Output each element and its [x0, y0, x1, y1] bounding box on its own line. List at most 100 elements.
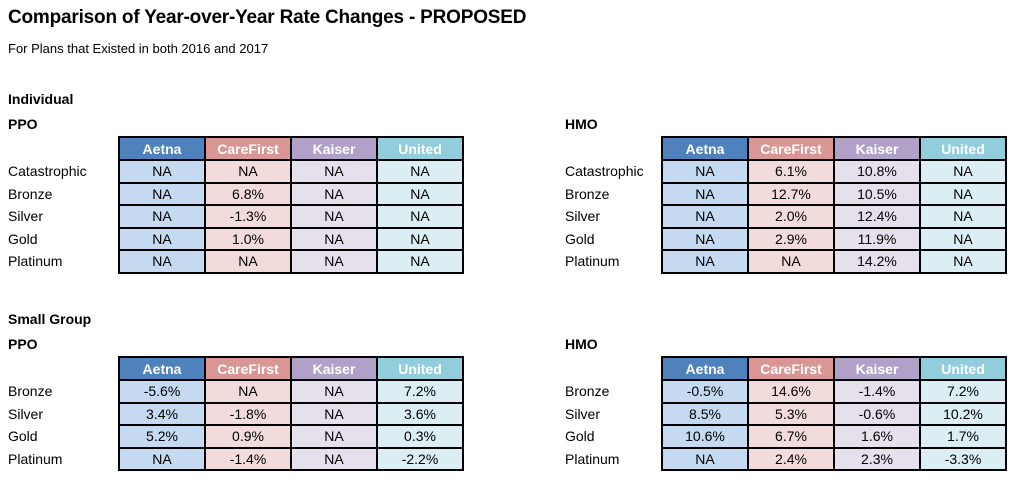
- rate-cell: NA: [204, 249, 292, 274]
- column-header-carefirst: CareFirst: [204, 136, 292, 161]
- rate-cell: 2.0%: [747, 204, 835, 229]
- rate-cell: 10.6%: [661, 424, 749, 449]
- rate-cell: NA: [919, 204, 1007, 229]
- rate-cell: 14.2%: [833, 249, 921, 274]
- rate-cell: NA: [661, 446, 749, 471]
- rate-cell: NA: [290, 226, 378, 251]
- column-header-aetna: Aetna: [661, 356, 749, 381]
- rate-table: Aetna CareFirst Kaiser United Bronze -0.5% 14.…: [565, 356, 1007, 471]
- rate-cell: NA: [376, 181, 464, 206]
- rate-cell: NA: [919, 226, 1007, 251]
- rate-cell: NA: [290, 181, 378, 206]
- table-row: Catastrophic NA NA NA NA: [8, 159, 464, 184]
- type-label-individual-ppo: PPO: [8, 116, 38, 132]
- row-label: Gold: [8, 227, 119, 250]
- rate-cell: NA: [290, 159, 378, 184]
- table-row: Silver NA -1.3% NA NA: [8, 204, 464, 229]
- column-header-aetna: Aetna: [118, 136, 206, 161]
- rate-cell: NA: [290, 204, 378, 229]
- rate-cell: -0.5%: [661, 379, 749, 404]
- rate-table-small-group-ppo: Aetna CareFirst Kaiser United Bronze -5.6% NA N…: [8, 356, 464, 471]
- rate-cell: NA: [290, 401, 378, 426]
- column-header-carefirst: CareFirst: [747, 136, 835, 161]
- row-label: Platinum: [565, 447, 662, 470]
- rate-table-individual-ppo: Aetna CareFirst Kaiser United Catastrophic NA…: [8, 136, 464, 274]
- row-label: Gold: [565, 425, 662, 448]
- rate-cell: NA: [290, 249, 378, 274]
- column-header-kaiser: Kaiser: [290, 136, 378, 161]
- rate-cell: 8.5%: [661, 401, 749, 426]
- rate-cell: 12.7%: [747, 181, 835, 206]
- rate-cell: NA: [376, 226, 464, 251]
- type-label-individual-hmo: HMO: [565, 116, 598, 132]
- rate-cell: 3.4%: [118, 401, 206, 426]
- rate-cell: 2.4%: [747, 446, 835, 471]
- rate-cell: NA: [919, 181, 1007, 206]
- row-label: Silver: [565, 402, 662, 425]
- table-row: Bronze NA 6.8% NA NA: [8, 181, 464, 206]
- table-row: Bronze -0.5% 14.6% -1.4% 7.2%: [565, 379, 1007, 404]
- rate-cell: 14.6%: [747, 379, 835, 404]
- rate-cell: NA: [376, 249, 464, 274]
- table-row: Gold 5.2% 0.9% NA 0.3%: [8, 424, 464, 449]
- row-label: Catastrophic: [8, 160, 119, 183]
- rate-table: Aetna CareFirst Kaiser United Catastrophic NA…: [8, 136, 464, 274]
- rate-cell: NA: [290, 379, 378, 404]
- column-header-kaiser: Kaiser: [833, 136, 921, 161]
- section-label-individual: Individual: [8, 91, 74, 107]
- rate-cell: NA: [204, 379, 292, 404]
- row-label: Catastrophic: [565, 160, 662, 183]
- rate-cell: 6.1%: [747, 159, 835, 184]
- page-title: Comparison of Year-over-Year Rate Change…: [8, 7, 527, 28]
- row-label: Gold: [565, 227, 662, 250]
- table-row: Silver NA 2.0% 12.4% NA: [565, 204, 1007, 229]
- rate-cell: 10.8%: [833, 159, 921, 184]
- table-row: Gold NA 1.0% NA NA: [8, 226, 464, 251]
- rate-cell: 6.7%: [747, 424, 835, 449]
- corner-spacer: [8, 137, 119, 160]
- type-label-small-group-ppo: PPO: [8, 336, 38, 352]
- rate-cell: 10.2%: [919, 401, 1007, 426]
- table-row: Bronze NA 12.7% 10.5% NA: [565, 181, 1007, 206]
- rate-cell: -1.8%: [204, 401, 292, 426]
- rate-cell: 5.2%: [118, 424, 206, 449]
- rate-cell: 1.0%: [204, 226, 292, 251]
- row-label: Platinum: [8, 447, 119, 470]
- rate-table: Aetna CareFirst Kaiser United Catastrophic NA…: [565, 136, 1007, 274]
- column-header-carefirst: CareFirst: [204, 356, 292, 381]
- rate-cell: NA: [661, 226, 749, 251]
- rate-cell: -5.6%: [118, 379, 206, 404]
- rate-cell: 2.3%: [833, 446, 921, 471]
- row-label: Silver: [565, 205, 662, 228]
- table-row: Catastrophic NA 6.1% 10.8% NA: [565, 159, 1007, 184]
- table-row: Gold NA 2.9% 11.9% NA: [565, 226, 1007, 251]
- rate-cell: NA: [661, 159, 749, 184]
- corner-spacer: [8, 357, 119, 380]
- rate-table-small-group-hmo: Aetna CareFirst Kaiser United Bronze -0.5% 14.…: [565, 356, 1007, 471]
- rate-cell: NA: [118, 159, 206, 184]
- rate-cell: NA: [118, 226, 206, 251]
- row-label: Gold: [8, 425, 119, 448]
- column-header-kaiser: Kaiser: [290, 356, 378, 381]
- rate-cell: 0.3%: [376, 424, 464, 449]
- table-row: Silver 8.5% 5.3% -0.6% 10.2%: [565, 401, 1007, 426]
- rate-cell: NA: [919, 159, 1007, 184]
- column-header-aetna: Aetna: [661, 136, 749, 161]
- rate-cell: 12.4%: [833, 204, 921, 229]
- rate-cell: -3.3%: [919, 446, 1007, 471]
- row-label: Platinum: [565, 250, 662, 273]
- corner-spacer: [565, 357, 662, 380]
- table-row: Silver 3.4% -1.8% NA 3.6%: [8, 401, 464, 426]
- rate-cell: NA: [118, 181, 206, 206]
- column-header-united: United: [376, 136, 464, 161]
- rate-cell: NA: [661, 249, 749, 274]
- row-label: Silver: [8, 402, 119, 425]
- rate-cell: NA: [118, 446, 206, 471]
- rate-cell: NA: [376, 159, 464, 184]
- rate-cell: 3.6%: [376, 401, 464, 426]
- rate-cell: 1.7%: [919, 424, 1007, 449]
- rate-table: Aetna CareFirst Kaiser United Bronze -5.6% NA N…: [8, 356, 464, 471]
- rate-cell: 2.9%: [747, 226, 835, 251]
- table-row: Platinum NA NA NA NA: [8, 249, 464, 274]
